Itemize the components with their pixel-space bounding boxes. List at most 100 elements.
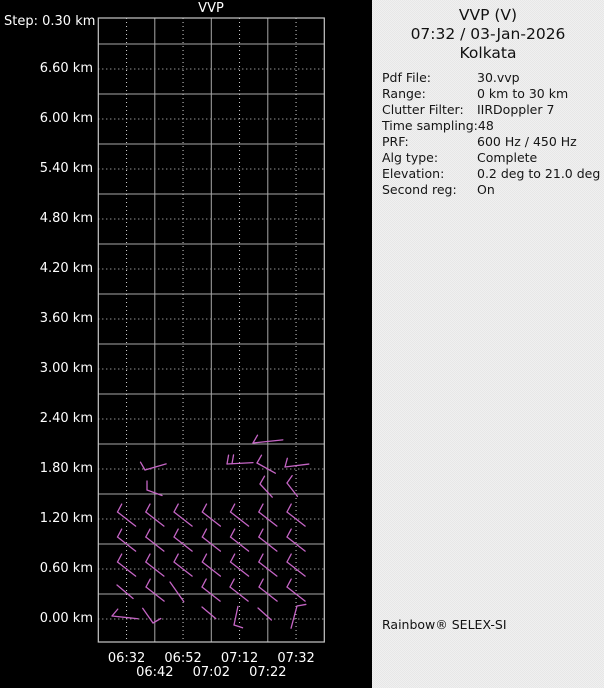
barb-tick: [258, 553, 264, 563]
wind-barb: [201, 606, 217, 620]
barb-staff: [142, 607, 154, 624]
wind-barb: [290, 603, 307, 629]
y-tick-label: 3.60 km: [39, 311, 93, 326]
plot-region: Step: 0.30 km VVP 6.60 km 6.00 km 5.40 km 4…: [4, 1, 325, 680]
wind-barb: [229, 578, 249, 602]
metadata-field-label: Second reg:: [382, 182, 457, 197]
wind-barb: [286, 578, 306, 602]
barb-staff: [116, 511, 137, 527]
wind-barb: [201, 503, 222, 527]
barb-tick: [296, 603, 307, 607]
barb-tick: [173, 503, 179, 513]
wind-barb: [259, 475, 273, 498]
wind-barb: [173, 503, 193, 527]
x-tick-label: 07:32: [277, 651, 315, 666]
wind-barb: [145, 578, 165, 602]
y-tick-label: 6.00 km: [39, 111, 93, 126]
metadata-field-label: Alg type:: [382, 150, 439, 165]
barb-tick: [201, 553, 208, 563]
wind-barb: [116, 528, 137, 552]
barb-tick: [229, 553, 236, 563]
barb-staff: [173, 536, 193, 552]
barb-staff: [252, 439, 284, 444]
x-tick-label: 07:12: [220, 651, 259, 666]
barb-staff: [111, 615, 139, 620]
wind-barb: [258, 553, 278, 577]
wind-barb: [286, 503, 306, 527]
wind-barb: [173, 553, 193, 577]
barb-tick: [286, 528, 292, 538]
wind-barb: [142, 607, 162, 624]
wind-barb: [258, 578, 278, 602]
barb-tick: [229, 528, 236, 538]
barb-staff: [145, 511, 165, 527]
plot-title: VVP: [198, 1, 224, 16]
wind-barb: [173, 528, 193, 552]
wind-barb: [229, 528, 250, 552]
wind-barb: [139, 461, 167, 471]
product-header: VVP (V) 07:32 / 03-Jan-2026 Kolkata: [372, 0, 604, 63]
barb-tick: [173, 528, 179, 538]
barb-tick: [286, 474, 293, 484]
wind-barb: [226, 454, 254, 465]
metadata-field-value: On: [477, 182, 495, 197]
metadata-field-row: Elevation: 0.2 deg to 21.0 deg: [382, 166, 602, 182]
barb-tick: [233, 624, 244, 629]
y-tick-label: 4.20 km: [39, 261, 93, 276]
wind-barb: [145, 553, 165, 577]
wind-barb: [258, 503, 278, 527]
wind-barb: [201, 528, 222, 552]
x-tick-label: 07:22: [249, 665, 287, 680]
metadata-field-row: Pdf File: 30.vvp: [382, 70, 602, 86]
metadata-field-value: 0.2 deg to 21.0 deg: [477, 166, 601, 181]
barb-staff: [286, 561, 306, 577]
barb-tick: [226, 454, 230, 465]
barb-tick: [145, 553, 151, 563]
brand-footer: Rainbow® SELEX-SI: [382, 617, 507, 632]
barb-tick: [111, 608, 119, 617]
metadata-field-value: 48: [477, 118, 494, 133]
barb-staff: [201, 606, 217, 620]
metadata-field-label: Elevation:: [382, 166, 445, 181]
barb-tick: [116, 553, 123, 563]
x-tick-label: 06:42: [136, 665, 174, 680]
barb-tick: [286, 578, 292, 588]
metadata-field-value: 30.vvp: [477, 70, 520, 85]
y-tick-label: 0.00 km: [39, 611, 93, 626]
info-panel: VVP (V) 07:32 / 03-Jan-2026 Kolkata Pdf …: [372, 0, 604, 688]
barb-staff: [229, 561, 250, 577]
barb-staff: [258, 561, 278, 577]
barb-staff: [259, 483, 273, 498]
barb-staff: [173, 511, 193, 527]
metadata-field-value: 0 km to 30 km: [477, 86, 569, 101]
barb-staff: [116, 584, 134, 600]
metadata-field-label: Clutter Filter:: [382, 102, 464, 117]
wind-barb: [286, 553, 306, 577]
wind-barb: [201, 553, 222, 577]
barb-tick: [258, 528, 264, 538]
barb-tick: [229, 578, 235, 588]
barb-staff: [226, 461, 254, 465]
barb-staff: [286, 511, 306, 527]
step-label: Step: 0.30 km: [4, 14, 96, 29]
wind-barb: [145, 503, 165, 527]
barb-tick: [231, 454, 235, 465]
wind-barb: [233, 605, 244, 629]
wind-barb: [146, 480, 163, 497]
wind-barb: [145, 528, 165, 552]
barb-staff: [146, 489, 163, 497]
x-tick-label: 06:52: [164, 651, 202, 666]
metadata-field-label: Pdf File:: [382, 70, 431, 85]
barb-staff: [145, 586, 165, 602]
metadata-field-row: Time sampling:48: [382, 118, 602, 134]
metadata-field-row: Clutter Filter: IIRDoppler 7: [382, 102, 602, 118]
wind-barb: [258, 528, 278, 552]
metadata-field-label: Range:: [382, 86, 426, 101]
barb-staff: [233, 605, 239, 626]
barb-tick: [145, 578, 151, 588]
y-tick-label: 5.40 km: [39, 161, 93, 176]
wind-profile-plot: [97, 17, 325, 643]
wind-barb: [201, 578, 221, 602]
barb-staff: [145, 536, 165, 552]
wind-barb: [116, 553, 137, 577]
